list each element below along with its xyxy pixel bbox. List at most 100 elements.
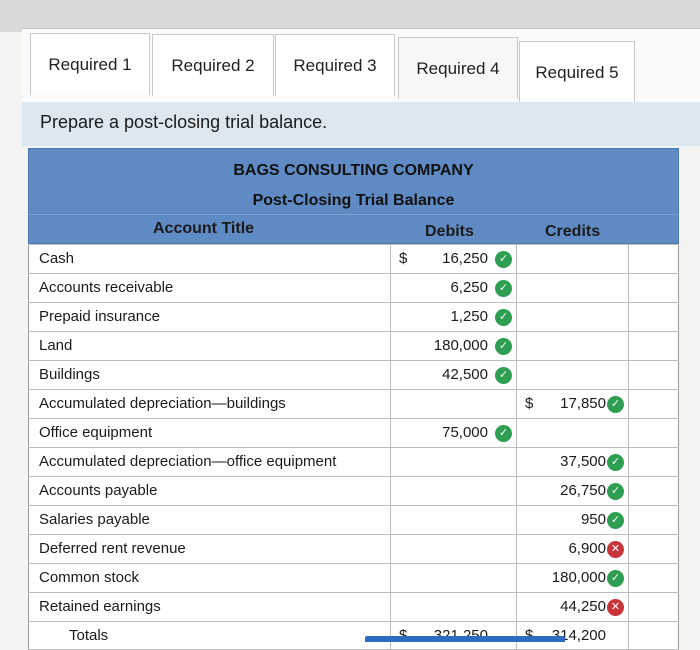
totals-row: Totals$321,250$314,200: [28, 621, 679, 650]
debit-dollar-sign: $: [399, 627, 407, 644]
check-circle-icon: ✓: [607, 570, 624, 587]
account-title: Buildings: [39, 366, 100, 383]
credit-cell[interactable]: 37,500 ✓: [516, 448, 628, 476]
account-title: Cash: [39, 250, 75, 267]
debit-cell[interactable]: 6,250 ✓: [390, 274, 516, 302]
account-title: Land: [39, 337, 73, 354]
debit-cell[interactable]: [390, 448, 516, 476]
tab-required-2[interactable]: Required 2: [152, 34, 274, 96]
tab-required-5[interactable]: Required 5: [519, 41, 635, 103]
table-row: Buildings 42,500 ✓: [28, 360, 679, 389]
account-title: Accumulated depreciation—buildings: [39, 395, 286, 412]
account-title-cell[interactable]: Common stock: [28, 564, 390, 592]
account-title-cell[interactable]: Office equipment: [28, 419, 390, 447]
blank-cell: [628, 622, 679, 649]
check-circle-icon: ✓: [607, 483, 624, 500]
credit-cell[interactable]: [516, 245, 628, 273]
bottom-nav-button[interactable]: [365, 636, 565, 642]
account-title-cell[interactable]: Retained earnings: [28, 593, 390, 621]
account-title-cell[interactable]: Accounts receivable: [28, 274, 390, 302]
debit-cell[interactable]: 42,500 ✓: [390, 361, 516, 389]
column-header-row: Account Title Debits Credits: [28, 214, 679, 244]
account-title: Retained earnings: [39, 598, 161, 615]
instruction-area: [22, 102, 700, 146]
instruction-text: Prepare a post-closing trial balance.: [40, 112, 328, 132]
check-circle-icon: ✓: [495, 251, 512, 268]
credit-cell[interactable]: [516, 419, 628, 447]
credit-cell[interactable]: 180,000 ✓: [516, 564, 628, 592]
tab-required-4[interactable]: Required 4: [398, 37, 518, 99]
credit-cell[interactable]: $314,200: [516, 622, 628, 649]
tab-required-1[interactable]: Required 1: [30, 33, 150, 95]
table-row: Office equipment 75,000 ✓: [28, 418, 679, 447]
account-title-cell[interactable]: Land: [28, 332, 390, 360]
debit-cell[interactable]: 180,000 ✓: [390, 332, 516, 360]
credit-cell[interactable]: [516, 303, 628, 331]
credit-cell[interactable]: [516, 274, 628, 302]
debit-cell[interactable]: [390, 593, 516, 621]
x-circle-icon: ✕: [607, 541, 624, 558]
credit-amount: 44,250: [560, 598, 606, 615]
blank-cell: [628, 477, 679, 505]
credit-dollar-sign: $: [525, 395, 534, 412]
company-name: BAGS CONSULTING COMPANY: [233, 162, 474, 179]
account-title: Accumulated depreciation—office equipmen…: [39, 453, 337, 470]
debit-cell[interactable]: 1,250 ✓: [390, 303, 516, 331]
account-title-cell[interactable]: Accumulated depreciation—buildings: [28, 390, 390, 418]
debit-amount: 180,000: [433, 337, 488, 354]
account-title-cell[interactable]: Accounts payable: [28, 477, 390, 505]
check-circle-icon: ✓: [607, 512, 624, 529]
debit-amount: 16,250: [442, 250, 488, 267]
blank-cell: [628, 448, 679, 476]
table-row: Accumulated depreciation—office equipmen…: [28, 447, 679, 476]
account-title-cell[interactable]: Cash: [28, 245, 390, 273]
blank-cell: [628, 506, 679, 534]
account-title-cell[interactable]: Deferred rent revenue: [28, 535, 390, 563]
blank-cell: [628, 274, 679, 302]
tab-label: Required 2: [171, 55, 255, 75]
debit-cell[interactable]: [390, 506, 516, 534]
credit-cell[interactable]: 44,250 ✕: [516, 593, 628, 621]
tab-required-3[interactable]: Required 3: [275, 34, 395, 96]
debit-cell[interactable]: [390, 390, 516, 418]
check-circle-icon: ✓: [607, 454, 624, 471]
tab-label: Required 1: [48, 54, 132, 74]
debit-cell[interactable]: $16,250 ✓: [390, 245, 516, 273]
tab-label: Required 3: [293, 55, 377, 75]
credit-cell[interactable]: $17,850 ✓: [516, 390, 628, 418]
column-header-credits: Credits: [545, 223, 601, 240]
blank-cell: [628, 303, 679, 331]
account-title-cell[interactable]: Salaries payable: [28, 506, 390, 534]
credit-cell[interactable]: [516, 332, 628, 360]
debit-cell[interactable]: [390, 564, 516, 592]
debit-cell[interactable]: 75,000 ✓: [390, 419, 516, 447]
tab-strip: Required 1 Required 2 Required 3 Require…: [22, 28, 700, 104]
blank-cell: [628, 593, 679, 621]
account-title-cell[interactable]: Totals: [28, 622, 390, 649]
table-row: Deferred rent revenue 6,900 ✕: [28, 534, 679, 563]
table-row: Salaries payable 950 ✓: [28, 505, 679, 534]
account-title: Prepaid insurance: [39, 308, 160, 325]
credit-amount: 314,200: [551, 627, 606, 644]
column-header-debits: Debits: [425, 223, 474, 240]
account-title-cell[interactable]: Buildings: [28, 361, 390, 389]
account-title-cell[interactable]: Prepaid insurance: [28, 303, 390, 331]
credit-amount: 37,500: [560, 453, 606, 470]
check-circle-icon: ✓: [495, 280, 512, 297]
credit-cell[interactable]: [516, 361, 628, 389]
credit-cell[interactable]: 6,900 ✕: [516, 535, 628, 563]
tab-label: Required 5: [535, 62, 619, 82]
blank-cell: [628, 332, 679, 360]
credit-cell[interactable]: 26,750 ✓: [516, 477, 628, 505]
credit-cell[interactable]: 950 ✓: [516, 506, 628, 534]
table-row: Land 180,000 ✓: [28, 331, 679, 360]
tab-label: Required 4: [416, 58, 500, 78]
account-title-cell[interactable]: Accumulated depreciation—office equipmen…: [28, 448, 390, 476]
debit-cell[interactable]: [390, 477, 516, 505]
column-header-account-title: Account Title: [153, 220, 255, 237]
table-row: Common stock 180,000 ✓: [28, 563, 679, 592]
blank-cell: [628, 245, 679, 273]
debit-cell[interactable]: [390, 535, 516, 563]
credit-amount: 6,900: [568, 540, 606, 557]
table-row: Retained earnings 44,250 ✕: [28, 592, 679, 621]
